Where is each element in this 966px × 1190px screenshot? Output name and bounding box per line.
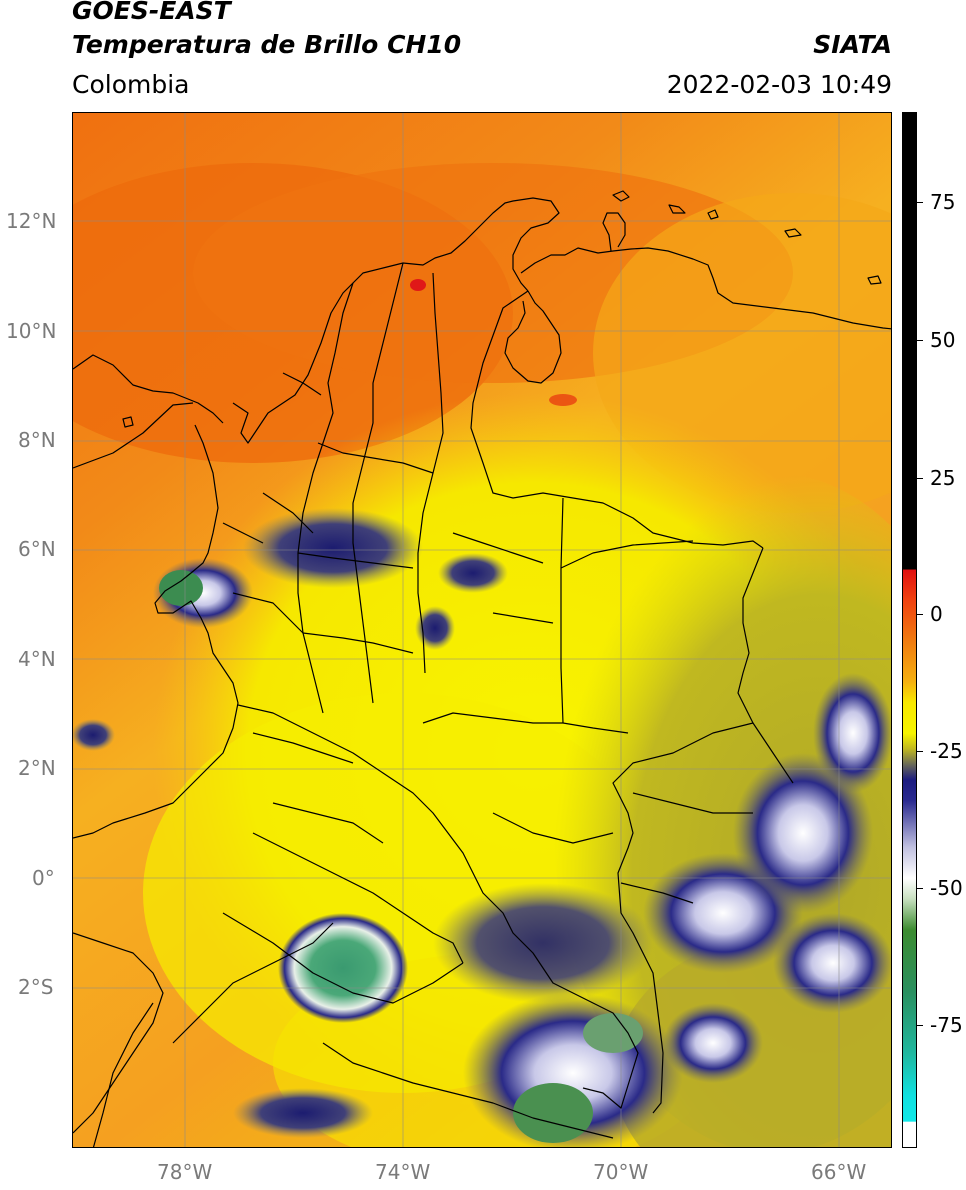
lon-tick-label: 74°W [375,1160,431,1184]
lon-tick-label: 66°W [811,1160,867,1184]
region-label: Colombia [72,70,190,99]
lat-tick-label: 12°N [6,209,57,233]
colorbar-tick [917,614,923,615]
lat-tick-label: 10°N [6,319,57,343]
colorbar-tick [917,888,923,889]
lat-tick-label: 6°N [18,537,56,561]
colorbar-label: -75 [930,1013,963,1037]
satellite-map [72,112,892,1148]
colorbar-label: 0 [930,602,943,626]
lat-tick-label: 4°N [18,647,56,671]
colorbar-label: 50 [930,328,956,352]
colorbar-label: -50 [930,876,963,900]
lat-tick-label: 8°N [18,428,56,452]
title-product: Temperatura de Brillo CH10 [72,30,462,59]
colorbar-tick [917,751,923,752]
colorbar-tick [917,202,923,203]
lon-tick-label: 78°W [157,1160,213,1184]
temperature-colorbar [902,112,917,1148]
lat-tick-label: 2°S [18,975,54,999]
colorbar-label: 75 [930,190,956,214]
brightness-temperature-field [73,113,891,1147]
colorbar-tick [917,1025,923,1026]
colorbar-label: 25 [930,466,956,490]
lat-tick-label: 0° [32,866,55,890]
datetime-label: 2022-02-03 10:49 [666,70,892,99]
lon-tick-label: 70°W [593,1160,649,1184]
colorbar-tick [917,478,923,479]
colorbar-label: -25 [930,739,963,763]
colorbar-tick [917,340,923,341]
brand-siata: SIATA [813,30,892,59]
title-goes-east: GOES-EAST [72,0,231,25]
lat-tick-label: 2°N [18,756,56,780]
